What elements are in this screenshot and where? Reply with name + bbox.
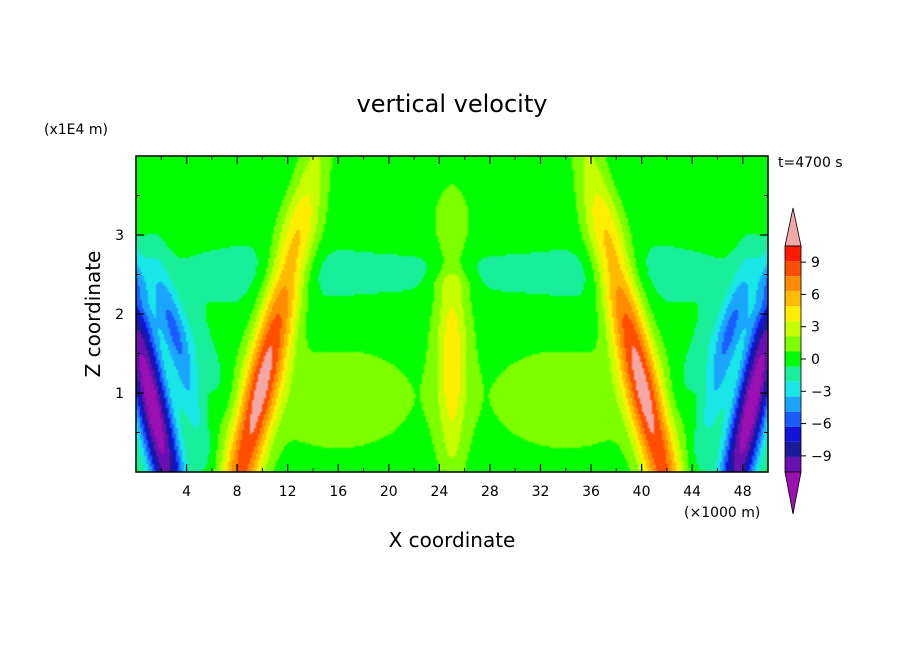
colorbar-swatch — [785, 261, 801, 277]
x-tick-label: 12 — [279, 484, 297, 500]
colorbar-under-triangle — [784, 471, 802, 515]
y-axis-ticks: 1 2 3 — [115, 195, 768, 433]
x-tick-label: 4 — [182, 484, 191, 500]
colorbar-tick-label: 3 — [811, 320, 820, 336]
colorbar-swatch — [785, 306, 801, 322]
colorbar: 9 6 3 0 −3 −6 −9 — [784, 207, 832, 515]
colorbar-swatch — [785, 351, 801, 367]
colorbar-swatch — [785, 441, 801, 457]
y-axis-label: Z coordinate — [81, 251, 105, 378]
colorbar-swatch — [785, 396, 801, 412]
y-tick-label: 1 — [115, 386, 124, 402]
time-label: t=4700 s — [778, 155, 843, 171]
x-tick-label: 20 — [380, 484, 398, 500]
colorbar-over-triangle — [784, 207, 802, 247]
x-tick-label: 48 — [734, 484, 752, 500]
chart-title: vertical velocity — [357, 90, 548, 118]
colorbar-swatch — [785, 336, 801, 352]
colorbar-swatch — [785, 291, 801, 307]
colorbar-swatch — [785, 426, 801, 442]
velocity-contour-field — [136, 156, 768, 472]
colorbar-tick-label: −6 — [811, 417, 832, 433]
colorbar-tick-label: 0 — [811, 352, 820, 368]
colorbar-swatch — [785, 366, 801, 382]
colorbar-tick-label: 6 — [811, 287, 820, 303]
y-tick-label: 2 — [115, 307, 124, 323]
y-tick-label: 3 — [115, 228, 124, 244]
y-unit-label: (x1E4 m) — [44, 122, 108, 138]
x-axis-ticks: 4 8 12 16 20 24 28 32 36 40 44 48 — [160, 156, 752, 500]
colorbar-tick-label: 9 — [811, 255, 820, 271]
x-unit-label: (×1000 m) — [684, 505, 760, 521]
colorbar-swatch — [785, 456, 801, 472]
x-tick-label: 24 — [430, 484, 448, 500]
colorbar-tick-label: −3 — [811, 384, 832, 400]
colorbar-swatch — [785, 246, 801, 262]
x-tick-label: 8 — [233, 484, 242, 500]
x-axis-label: X coordinate — [389, 528, 516, 552]
x-tick-label: 32 — [532, 484, 550, 500]
plot-area: 4 8 12 16 20 24 28 32 36 40 44 48 123 — [115, 155, 769, 500]
colorbar-tick-label: −9 — [811, 449, 832, 465]
colorbar-swatch — [785, 321, 801, 337]
colorbar-swatch — [785, 381, 801, 397]
x-tick-label: 44 — [683, 484, 701, 500]
x-tick-label: 40 — [633, 484, 651, 500]
colorbar-swatch — [785, 276, 801, 292]
colorbar-swatch — [785, 411, 801, 427]
x-tick-label: 28 — [481, 484, 499, 500]
x-tick-label: 36 — [582, 484, 600, 500]
x-tick-label: 16 — [329, 484, 347, 500]
